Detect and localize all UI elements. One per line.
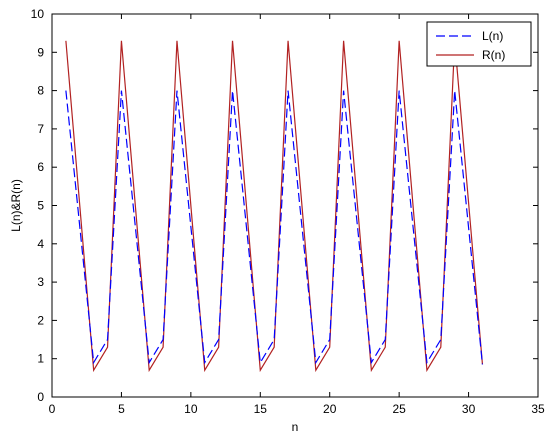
plot-area-frame: [51, 13, 539, 398]
x-axis-ticks: 0 5 10 15 20 25 30 35: [49, 14, 545, 416]
x-axis-label: n: [292, 420, 299, 434]
legend-label-L: L(n): [482, 29, 503, 43]
series-layer: [65, 40, 484, 373]
x-tick-label: 35: [531, 402, 545, 416]
y-tick-label: 2: [37, 313, 44, 327]
series-line-L: [65, 90, 484, 365]
y-tick-label: 6: [37, 160, 44, 174]
legend-label-R: R(n): [482, 48, 505, 62]
y-tick-label: 4: [37, 237, 44, 251]
legend: L(n) R(n): [426, 21, 532, 67]
y-axis-ticks: 0 1 2 3 4 5 6 7 8 9 10: [31, 7, 538, 404]
y-tick-label: 3: [37, 275, 44, 289]
y-tick-label: 0: [37, 390, 44, 404]
y-tick-label: 8: [37, 84, 44, 98]
series-line-R: [65, 40, 484, 373]
x-tick-label: 0: [49, 402, 56, 416]
legend-box: [426, 21, 532, 67]
y-tick-label: 10: [31, 7, 45, 21]
y-tick-label: 7: [37, 122, 44, 136]
x-tick-label: 5: [118, 402, 125, 416]
y-tick-label: 9: [37, 45, 44, 59]
x-tick-label: 20: [323, 402, 337, 416]
x-tick-label: 10: [184, 402, 198, 416]
x-tick-label: 15: [254, 402, 268, 416]
y-tick-label: 5: [37, 199, 44, 213]
y-axis-label: L(n)&R(n): [9, 179, 23, 232]
y-tick-label: 1: [37, 352, 44, 366]
x-tick-label: 25: [392, 402, 406, 416]
x-tick-label: 30: [462, 402, 476, 416]
